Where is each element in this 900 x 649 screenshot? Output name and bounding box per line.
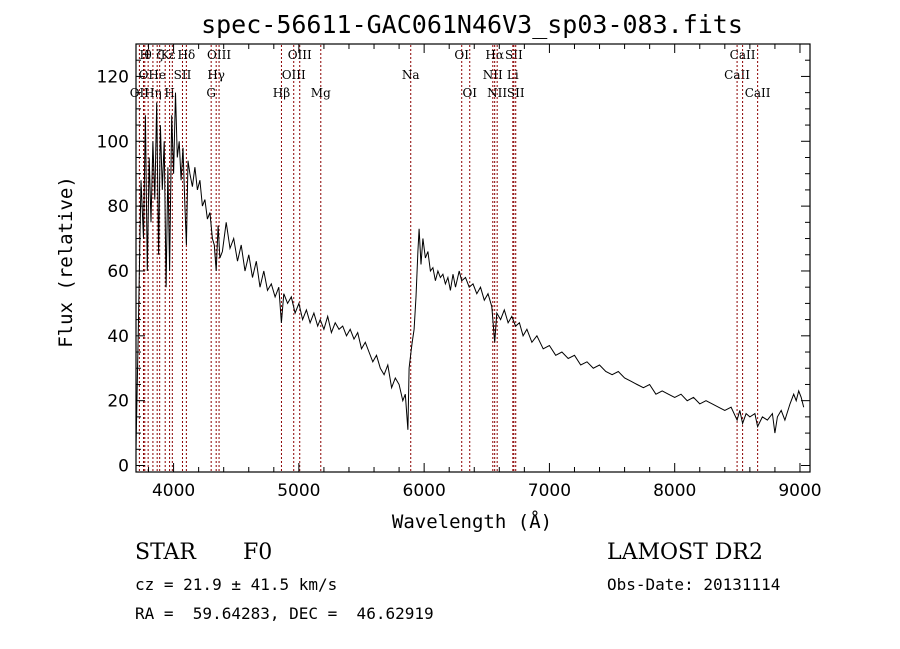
spectral-line-label: NII: [483, 68, 503, 82]
spectral-line-label: SII: [507, 86, 525, 100]
spectral-line-label: OI: [462, 86, 477, 100]
spectral-line-label: Na: [402, 68, 420, 82]
spectral-line-label: Hδ: [178, 48, 196, 62]
redshift-cz: cz = 21.9 ± 41.5 km/s: [135, 575, 338, 594]
plot-frame: [135, 43, 811, 473]
spectral-line-label: Li: [507, 68, 519, 82]
object-class: STAR: [135, 540, 196, 565]
object-subclass: F0: [243, 540, 273, 565]
y-tick-label: 40: [107, 327, 129, 347]
spectral-line-label: H: [140, 48, 150, 62]
spectral-line-label: Hβ: [273, 86, 290, 100]
x-tick-label: 6000: [403, 481, 446, 501]
spectral-line-label: K: [161, 48, 171, 62]
spectral-line-label: Hη: [144, 86, 162, 100]
spectral-line-label: OIII: [282, 68, 306, 82]
x-tick-label: 8000: [653, 481, 696, 501]
y-axis-label: Flux (relative): [55, 176, 77, 348]
coordinates: RA = 59.64283, DEC = 46.62919: [135, 604, 434, 623]
spectral-line-label: ε: [169, 48, 175, 62]
y-tick-label: 60: [107, 262, 129, 282]
spectral-line-label: He: [148, 68, 166, 82]
spectrum-series-line: [135, 92, 805, 450]
spectral-line-label: CaII: [730, 48, 756, 62]
axis-ticks: 4000 5000 6000 7000 8000 9000 0 20 40 60 80 100 120: [97, 44, 822, 501]
x-axis-label: Wavelength (Å): [392, 510, 552, 533]
spectral-line-markers: OIIOHθHηHeζKHεSIIHδGHγOIIIHβOIIIOIIIMgNa…: [130, 45, 771, 471]
y-tick-label: 0: [118, 457, 129, 477]
x-tick-label: 4000: [152, 481, 195, 501]
spectral-line-label: θ: [145, 48, 152, 62]
spectral-line-label: SII: [505, 48, 523, 62]
chart-title: spec-56611-GAC061N46V3_sp03-083.fits: [201, 10, 743, 39]
y-tick-label: 80: [107, 197, 129, 217]
survey-name: LAMOST DR2: [607, 540, 763, 565]
spectral-line-label: OI: [454, 48, 469, 62]
spectral-line-label: OIII: [207, 48, 231, 62]
spectral-line-label: CaII: [745, 86, 771, 100]
spectral-line-label: NII: [487, 86, 507, 100]
y-tick-label: 100: [97, 132, 129, 152]
spectral-line-label: Hα: [485, 48, 504, 62]
x-tick-label: 9000: [778, 481, 821, 501]
spectral-line-label: Hγ: [207, 68, 225, 82]
spectral-line-label: H: [164, 86, 174, 100]
spectral-line-label: SII: [174, 68, 192, 82]
x-tick-label: 7000: [528, 481, 571, 501]
y-tick-label: 20: [107, 392, 129, 412]
spectral-line-label: CaII: [724, 68, 750, 82]
spectral-line-label: ζ: [156, 48, 163, 62]
spectral-line-label: OIII: [288, 48, 312, 62]
y-tick-label: 120: [97, 67, 129, 87]
spectral-line-label: O: [139, 68, 149, 82]
spectral-line-label: G: [206, 86, 216, 100]
spectral-line-label: Mg: [311, 86, 331, 100]
x-tick-label: 5000: [277, 481, 320, 501]
observation-date: Obs-Date: 20131114: [607, 575, 781, 594]
